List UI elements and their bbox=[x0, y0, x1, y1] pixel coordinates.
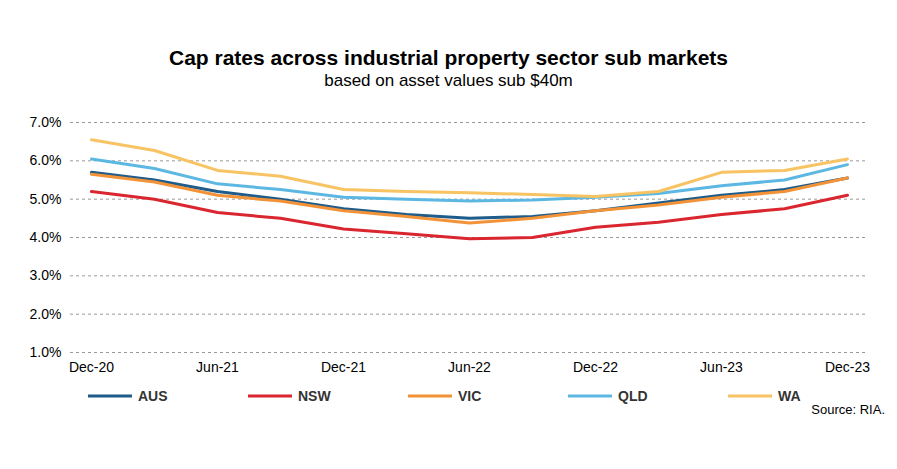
html-text:NSW: NSW bbox=[298, 388, 331, 404]
html-text:AUS: AUS bbox=[138, 388, 168, 404]
html-text:QLD: QLD bbox=[618, 388, 648, 404]
svg-text:Dec-20: Dec-20 bbox=[69, 359, 114, 375]
svg-text:5.0%: 5.0% bbox=[30, 191, 62, 207]
html-text:VIC: VIC bbox=[458, 388, 482, 404]
svg-text:Jun-23: Jun-23 bbox=[700, 359, 743, 375]
html-text:based on asset values sub $40m: based on asset values sub $40m bbox=[324, 71, 573, 90]
html-text:Cap rates across industrial pr: Cap rates across industrial property sec… bbox=[169, 46, 728, 69]
svg-text:Jun-21: Jun-21 bbox=[196, 359, 239, 375]
svg-text:6.0%: 6.0% bbox=[30, 152, 62, 168]
html-text:WA: WA bbox=[778, 388, 801, 404]
html-text:Source: RIA.: Source: RIA. bbox=[811, 402, 885, 417]
svg-text:Dec-22: Dec-22 bbox=[573, 359, 618, 375]
svg-text:4.0%: 4.0% bbox=[30, 229, 62, 245]
svg-text:1.0%: 1.0% bbox=[30, 344, 62, 360]
svg-text:3.0%: 3.0% bbox=[30, 267, 62, 283]
svg-text:Dec-23: Dec-23 bbox=[825, 359, 870, 375]
svg-text:7.0%: 7.0% bbox=[30, 114, 62, 130]
svg-text:Dec-21: Dec-21 bbox=[321, 359, 366, 375]
svg-text:Jun-22: Jun-22 bbox=[448, 359, 491, 375]
svg-text:2.0%: 2.0% bbox=[30, 306, 62, 322]
